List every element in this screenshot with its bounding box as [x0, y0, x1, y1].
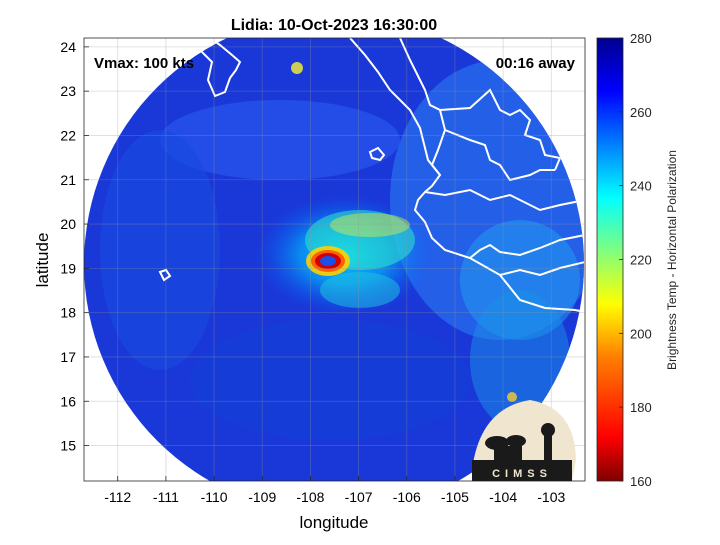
cloud-band-south: [190, 320, 470, 440]
x-axis-label: longitude: [299, 513, 368, 532]
state-border-3: [444, 129, 555, 182]
state-border-4: [424, 188, 584, 212]
storm-eye: [320, 256, 336, 266]
x-tick-label: -107: [345, 489, 373, 505]
logo-text: CIMSS: [492, 468, 552, 480]
coastline-mainland: [349, 38, 584, 313]
grid: [84, 38, 585, 481]
state-border-6: [499, 261, 584, 277]
vmax-annotation: Vmax: 100 kts: [94, 55, 194, 72]
colorbar-tick-label: 260: [630, 105, 652, 120]
colorbar-label: Brightness Temp - Horizontal Polarizatio…: [665, 150, 679, 370]
colorbar-ticks: 160 180 200 220 240 260 280: [619, 31, 652, 489]
colorbar-tick-label: 160: [630, 474, 652, 489]
logo-ground: [472, 460, 572, 481]
colorbar-tick-label: 200: [630, 326, 652, 341]
microwave-swath: [84, 38, 584, 481]
y-tick-label: 16: [60, 393, 76, 409]
state-border-5: [469, 234, 584, 259]
x-tick-label: -111: [153, 489, 179, 505]
x-tick-label: -104: [489, 489, 517, 505]
logo-dish-2: [506, 435, 526, 447]
colorbar-tick-label: 180: [630, 400, 652, 415]
logo-tower-top: [541, 423, 555, 437]
plot-area: [84, 38, 585, 481]
hotspot-north: [291, 62, 303, 74]
y-tick-label: 20: [60, 216, 76, 232]
chart-title: Lidia: 10-Oct-2023 16:30:00: [231, 17, 437, 34]
y-axis: 15 16 17 18 19 20 21 22 23 24: [60, 39, 89, 454]
time-away-annotation: 00:16 away: [496, 55, 576, 72]
x-tick-label: -112: [104, 489, 131, 505]
y-tick-label: 15: [60, 438, 76, 454]
logo-tower: [544, 436, 552, 462]
x-tick-label: -105: [441, 489, 469, 505]
x-tick-label: -109: [248, 489, 276, 505]
plot-border: [83, 37, 586, 482]
rainband-south: [320, 272, 400, 308]
x-tick-label: -106: [393, 489, 421, 505]
colorbar: 160 180 200 220 240 260 280 Brightness Temp - …: [596, 31, 679, 489]
colorbar-tick-label: 280: [630, 31, 652, 46]
y-tick-label: 21: [60, 172, 76, 188]
x-tick-label: -103: [537, 489, 565, 505]
y-tick-label: 17: [60, 349, 76, 365]
island-tres-marias: [368, 146, 386, 162]
coastline-baja: [169, 38, 242, 98]
y-tick-label: 24: [60, 39, 76, 55]
y-tick-label: 18: [60, 305, 76, 321]
y-tick-label: 22: [60, 127, 76, 143]
y-axis-label: latitude: [33, 233, 52, 288]
coastlines: [158, 38, 584, 313]
state-border-2: [439, 88, 562, 171]
x-tick-label: -110: [201, 489, 228, 505]
rainband-arc: [330, 213, 410, 237]
y-tick-label: 19: [60, 260, 76, 276]
cloud-band-north: [160, 100, 400, 180]
x-tick-label: -108: [296, 489, 324, 505]
colorbar-tick-label: 220: [630, 253, 652, 268]
cimss-logo: CIMSS: [472, 400, 576, 481]
island-socorro: [158, 268, 172, 282]
colorbar-gradient: [596, 37, 624, 482]
y-tick-label: 23: [60, 83, 76, 99]
southeast-warm: [470, 290, 570, 430]
x-axis: -112 -111 -110 -109 -108 -107 -106 -105 -104 -103: [104, 476, 565, 505]
colorbar-tick-label: 240: [630, 179, 652, 194]
cloud-band-west: [100, 130, 220, 370]
logo-dish-stand: [494, 446, 522, 462]
hotspot-southeast: [507, 392, 517, 402]
